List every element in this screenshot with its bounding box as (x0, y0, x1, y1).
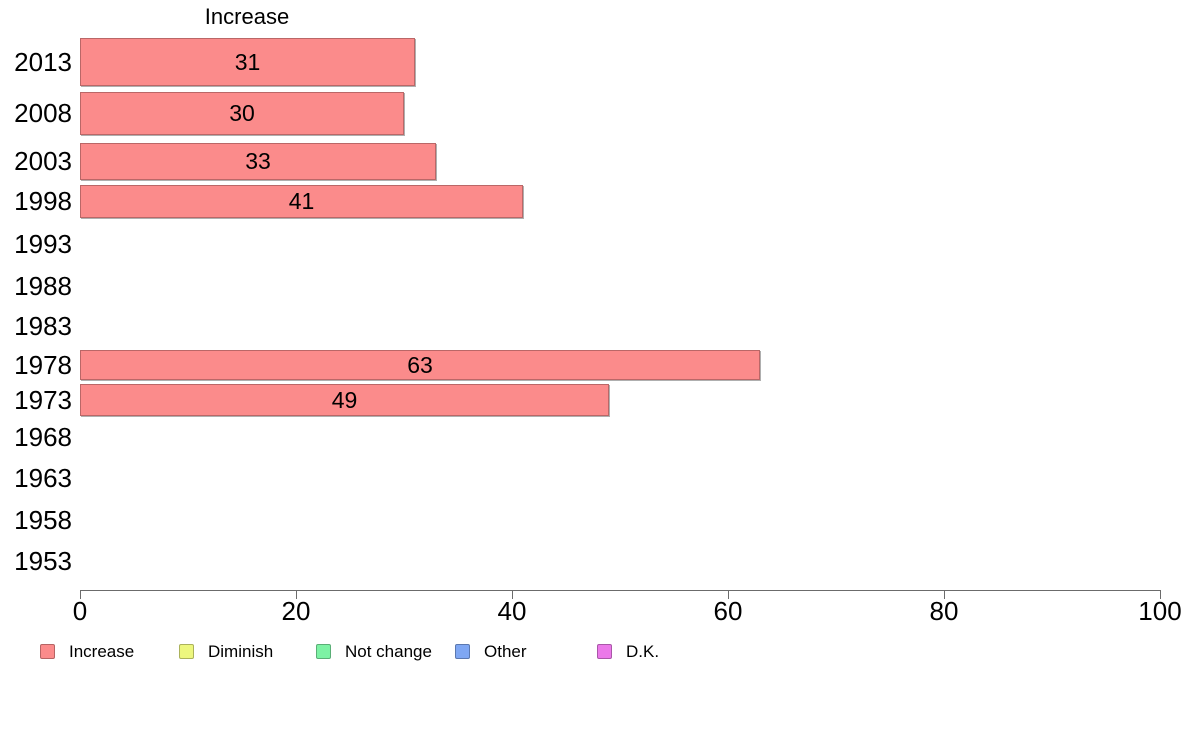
bar-2008: 30 (80, 91, 404, 135)
bar-value-label: 31 (234, 48, 261, 75)
y-axis-category-label: 2013 (14, 47, 72, 77)
y-axis-category-label: 1958 (14, 505, 72, 535)
y-axis-category-label: 1973 (14, 385, 72, 415)
x-axis-tick-label: 40 (497, 596, 527, 626)
bar-1978: 63 (80, 350, 760, 380)
y-axis-category-label: 1963 (14, 463, 72, 493)
y-axis-category-label: 1953 (14, 546, 72, 576)
x-axis-tick-mark (728, 590, 729, 599)
legend-label: Not change (345, 642, 432, 661)
y-axis-category-label: 1983 (14, 311, 72, 341)
bar-1973: 49 (80, 384, 609, 416)
y-axis-category-label: 1998 (14, 186, 72, 216)
y-axis-category-label: 2003 (14, 146, 72, 176)
x-axis-tick-label: 100 (1138, 596, 1182, 626)
x-axis-tick-label: 60 (713, 596, 743, 626)
bar-value-label: 41 (288, 187, 315, 214)
x-axis-tick-label: 0 (72, 596, 88, 626)
legend-swatch-not-change (316, 644, 331, 659)
x-axis-tick-mark (80, 590, 81, 599)
legend-swatch-diminish (179, 644, 194, 659)
x-axis-line (80, 590, 1161, 591)
y-axis-category-label: 2008 (14, 98, 72, 128)
legend-label: Diminish (208, 642, 274, 661)
bar-2003: 33 (80, 142, 436, 180)
x-axis-tick-mark (1160, 590, 1161, 599)
bar-value-label: 30 (229, 99, 255, 126)
legend-label: Increase (69, 642, 135, 661)
x-axis-tick-mark (944, 590, 945, 599)
bar-2013: 31 (80, 38, 415, 86)
bar-value-label: 33 (245, 147, 271, 174)
y-axis-category-label: 1993 (14, 229, 72, 259)
bar-1998: 41 (80, 184, 523, 218)
y-axis-category-label: 1988 (14, 271, 72, 301)
legend-swatch-other (455, 644, 470, 659)
x-axis-tick-mark (512, 590, 513, 599)
legend-label: Other (484, 642, 527, 661)
bar-value-label: 49 (331, 386, 358, 413)
y-axis-category-label: 1968 (14, 422, 72, 452)
legend-label: D.K. (626, 642, 660, 661)
legend-swatch-increase (40, 644, 55, 659)
legend-swatch-d-k- (597, 644, 612, 659)
chart-title: Increase (204, 4, 290, 29)
x-axis-tick-mark (296, 590, 297, 599)
y-axis-category-label: 1978 (14, 350, 72, 380)
bar-value-label: 63 (407, 351, 433, 378)
x-axis-tick-label: 20 (281, 596, 311, 626)
x-axis-tick-label: 80 (929, 596, 959, 626)
